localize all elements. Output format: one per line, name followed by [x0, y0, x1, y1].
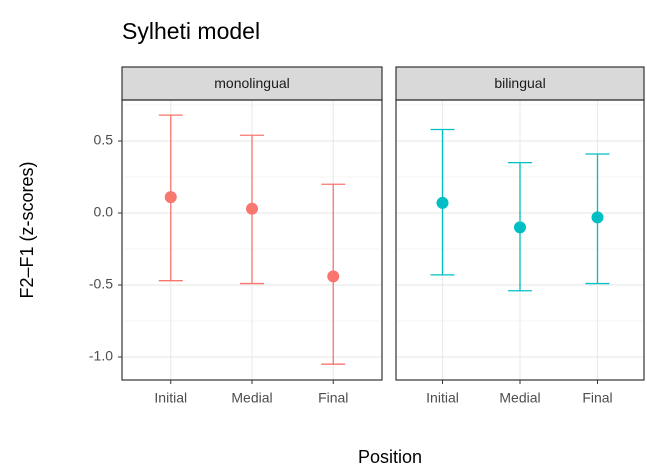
y-tick-label: -1.0: [89, 348, 113, 364]
facet-label: bilingual: [494, 75, 545, 91]
point: [164, 191, 177, 204]
facet-strip: [395, 66, 645, 101]
x-tick-label: Medial: [499, 390, 540, 406]
facet-label: monolingual: [214, 75, 290, 91]
point: [591, 211, 604, 224]
x-tick-label: Final: [582, 390, 612, 406]
x-axis-label: Position: [358, 447, 422, 466]
point: [246, 202, 258, 215]
y-axis-label: F2–F1 (z-scores): [17, 161, 37, 298]
facet-strip: [121, 66, 383, 101]
y-tick-label: 0.5: [94, 132, 114, 148]
panel-border: [395, 99, 645, 381]
y-tick-label: -0.5: [89, 276, 113, 292]
point: [327, 270, 340, 283]
point: [436, 196, 449, 209]
y-tick-label: 0.0: [94, 204, 114, 220]
x-tick-label: Initial: [154, 390, 187, 406]
chart-title: Sylheti model: [122, 18, 260, 44]
x-tick-label: Initial: [426, 390, 459, 406]
panel-border: [121, 99, 383, 381]
x-tick-label: Medial: [231, 390, 272, 406]
x-tick-label: Final: [318, 390, 348, 406]
point: [514, 221, 526, 234]
